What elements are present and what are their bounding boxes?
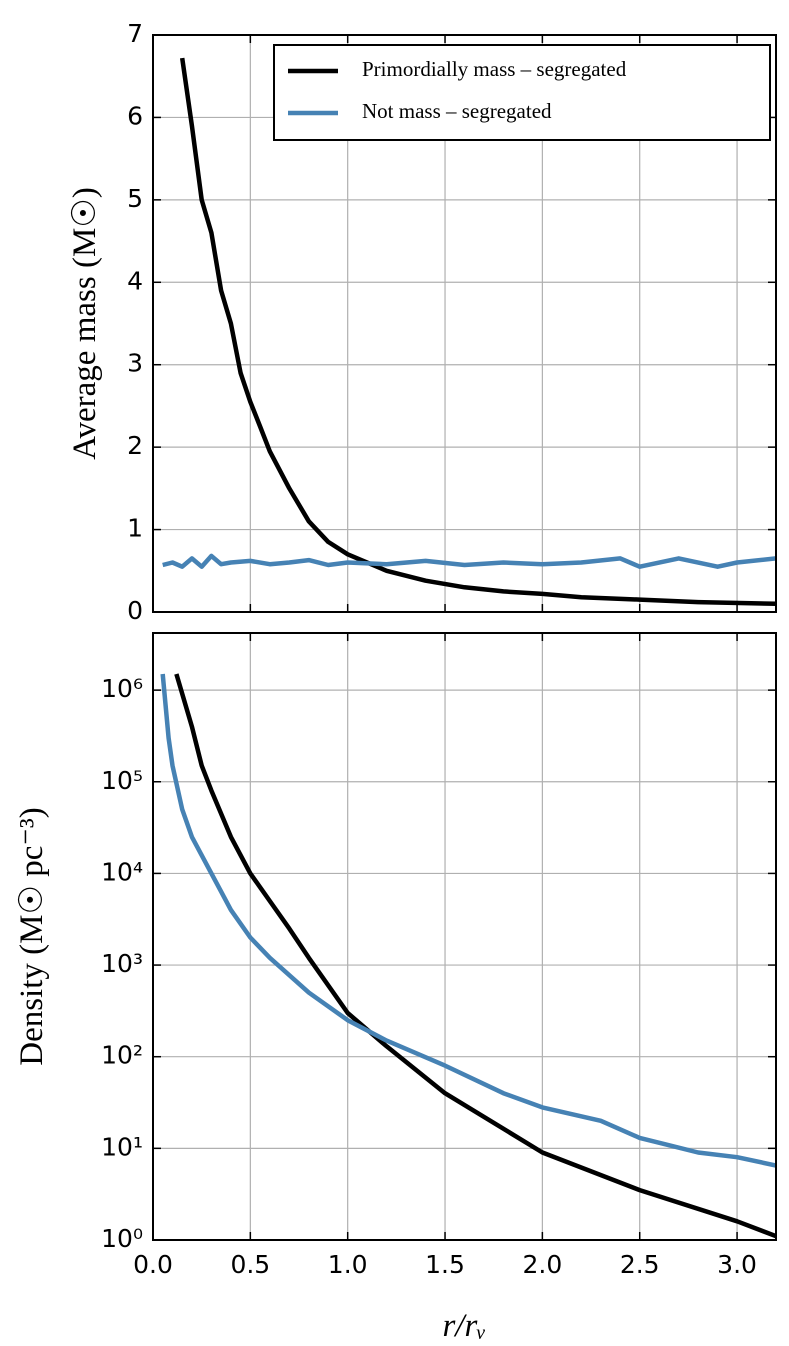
plot-frame xyxy=(152,632,777,1241)
y-axis-label: Density (M☉ pc⁻³) xyxy=(14,807,50,1066)
y-tick-label: 10⁰ xyxy=(101,1224,143,1253)
y-tick-label: 10⁵ xyxy=(101,766,143,795)
y-axis-label: Average mass (M☉) xyxy=(67,187,103,460)
x-tick-label: 1.0 xyxy=(328,1250,368,1279)
y-tick-label: 10⁶ xyxy=(101,674,143,703)
legend-label: Not mass – segregated xyxy=(362,99,552,123)
x-tick-label: 0.0 xyxy=(133,1250,173,1279)
data-line xyxy=(160,673,776,1168)
legend-label: Primordially mass – segregated xyxy=(362,57,627,81)
data-line xyxy=(162,553,776,569)
x-tick-label: 3.0 xyxy=(717,1250,757,1279)
y-tick-label: 0 xyxy=(127,596,143,625)
plot-frame xyxy=(152,34,777,613)
y-tick-label: 2 xyxy=(127,431,143,460)
y-tick-label: 10¹ xyxy=(101,1132,143,1161)
x-tick-label: 2.0 xyxy=(522,1250,562,1279)
y-tick-label: 6 xyxy=(127,101,143,130)
y-tick-label: 3 xyxy=(127,349,143,378)
data-line xyxy=(174,673,776,1239)
legend-box xyxy=(273,44,771,141)
y-tick-label: 10³ xyxy=(101,949,143,978)
y-tick-label: 1 xyxy=(127,514,143,543)
y-tick-label: 4 xyxy=(127,266,143,295)
y-tick-label: 7 xyxy=(127,19,143,48)
data-line xyxy=(179,57,776,607)
y-tick-label: 10⁴ xyxy=(101,857,143,886)
x-tick-label: 1.5 xyxy=(425,1250,465,1279)
y-tick-label: 10² xyxy=(101,1041,143,1070)
x-tick-label: 2.5 xyxy=(620,1250,660,1279)
y-tick-label: 5 xyxy=(127,184,143,213)
x-axis-label: r/rᵥ xyxy=(442,1308,486,1344)
x-tick-label: 0.5 xyxy=(230,1250,270,1279)
